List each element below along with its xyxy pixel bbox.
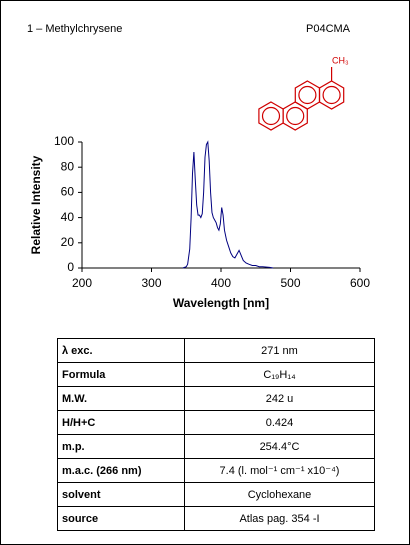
table-row: m.a.c. (266 nm) 7.4 (l. mol⁻¹ cm⁻¹ x10⁻⁴)	[57, 458, 375, 483]
table-row: source Atlas pag. 354 -I	[57, 506, 375, 531]
y-tick-label: 60	[61, 185, 75, 199]
property-value: 0.424	[184, 410, 375, 435]
spectrum-line	[182, 140, 274, 269]
ring-circle	[298, 85, 317, 105]
y-tick-label: 0	[67, 260, 74, 274]
table-row: m.p. 254.4°C	[57, 434, 375, 459]
property-name: M.W.	[57, 386, 185, 411]
property-value: Cyclohexane	[184, 482, 375, 507]
property-value: 7.4 (l. mol⁻¹ cm⁻¹ x10⁻⁴)	[184, 458, 375, 483]
x-tick-label: 600	[350, 276, 370, 290]
ring-circle	[322, 85, 341, 105]
x-tick-label: 500	[280, 276, 300, 290]
y-tick-label: 40	[61, 210, 75, 224]
ring-circle	[261, 106, 281, 126]
table-row: M.W. 242 u	[57, 386, 375, 411]
ring	[318, 80, 345, 110]
property-value: 254.4°C	[184, 434, 375, 459]
property-name: Formula	[57, 362, 185, 387]
methyl-label: CH₃	[332, 55, 349, 65]
code: P04CMA	[306, 23, 351, 35]
x-axis-title: Wavelength [nm]	[173, 296, 269, 310]
ring-circle	[286, 106, 305, 126]
table-row: Formula C₁₉H₁₄	[57, 362, 375, 387]
y-tick-label: 100	[54, 134, 74, 148]
x-tick-label: 200	[72, 276, 92, 290]
property-name: m.p.	[57, 434, 185, 459]
property-value: Atlas pag. 354 -I	[184, 506, 375, 531]
y-tick-label: 80	[61, 159, 75, 173]
property-value: 242 u	[184, 386, 375, 411]
property-name: λ exc.	[57, 338, 185, 363]
x-tick-label: 400	[211, 276, 231, 290]
y-tick-label: 20	[61, 235, 75, 249]
table-row: solvent Cyclohexane	[57, 482, 375, 507]
x-tick-label: 300	[141, 276, 161, 290]
y-axis-title: Relative Intensity	[29, 155, 43, 254]
property-value: C₁₉H₁₄	[184, 362, 375, 387]
table-row: H/H+C 0.424	[57, 410, 375, 435]
property-name: H/H+C	[57, 410, 185, 435]
table-row: λ exc. 271 nm	[57, 338, 375, 363]
figure: 1 – Methylchrysene P04CMA CH₃ Wavelength…	[27, 23, 370, 310]
property-name: m.a.c. (266 nm)	[57, 458, 185, 483]
property-name: source	[57, 506, 185, 531]
properties-table: λ exc. 271 nm Formula C₁₉H₁₄ M.W. 242 u H/H+C 0…	[57, 338, 375, 531]
property-name: solvent	[57, 482, 185, 507]
title: 1 – Methylchrysene	[27, 23, 122, 35]
property-value: 271 nm	[184, 338, 375, 363]
